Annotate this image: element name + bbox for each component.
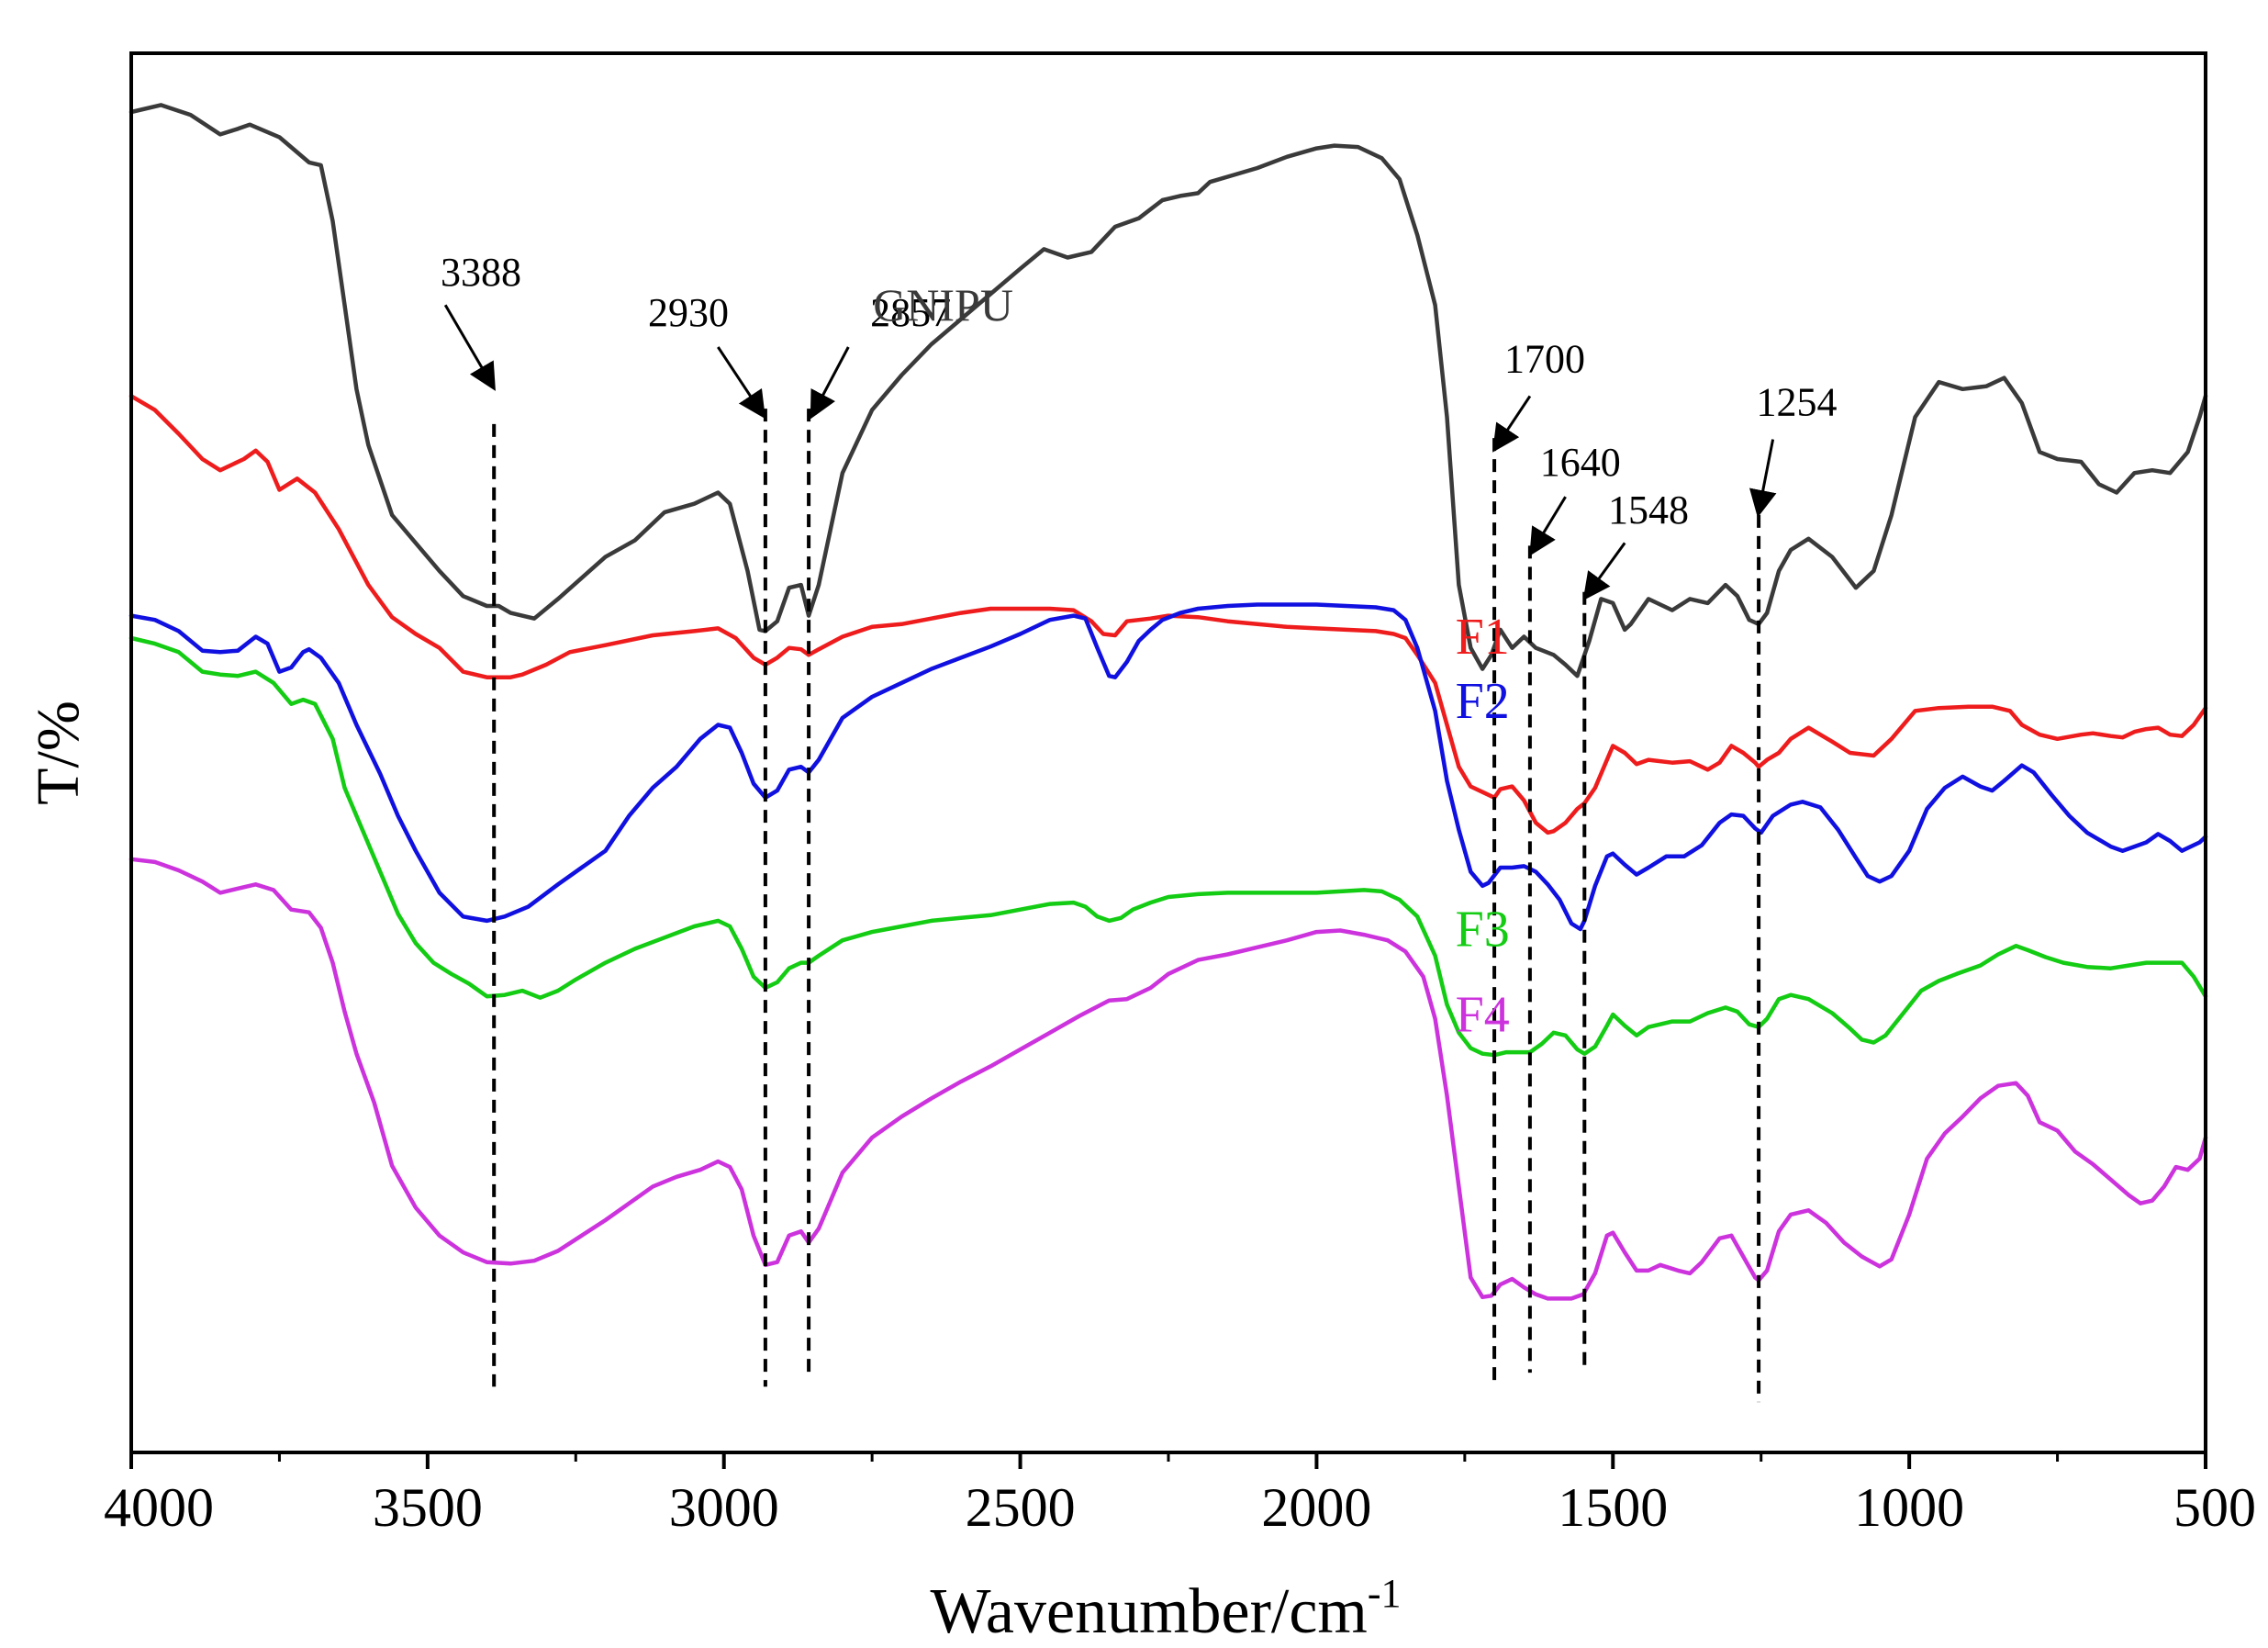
x-tick-label-2500: 2500: [966, 1477, 1076, 1538]
peak-label-2857: 2857: [870, 290, 951, 335]
peak-label-1700: 1700: [1504, 337, 1585, 382]
series-label-f2: F2: [1456, 673, 1510, 730]
series-label-f3: F3: [1456, 901, 1510, 958]
peak-arrow-1548: [1582, 542, 1626, 601]
y-axis-label: T/%: [25, 701, 92, 805]
series-line-f2: [128, 602, 2208, 932]
x-axis-label-text: Wavenumber/cm: [930, 1576, 1367, 1647]
series-line-f1: [128, 394, 2208, 835]
peak-label-2930: 2930: [648, 290, 729, 335]
x-axis-ticks: 4000 3500 3000 2500 2000 1500 1000 500: [104, 1452, 2256, 1538]
peak-label-1640: 1640: [1540, 440, 1621, 485]
x-tick-label-3500: 3500: [373, 1477, 483, 1538]
series-labels: GNIPU F1 F2 F3 F4: [873, 279, 1510, 1043]
peak-label-3388: 3388: [441, 250, 521, 295]
x-axis-label-superscript: -1: [1368, 1571, 1402, 1616]
peak-arrow-1700: [1492, 395, 1532, 453]
series-label-gnipu: GNIPU: [873, 279, 1013, 331]
peak-arrow-1254: [1748, 439, 1777, 518]
series-line-f4: [128, 857, 2208, 1301]
series-line-f3: [128, 635, 2208, 1058]
peak-label-1548: 1548: [1608, 488, 1689, 533]
peak-arrow-2857: [810, 346, 850, 420]
series-line-gnipu: [128, 103, 2208, 678]
peak-arrow-2930: [717, 346, 766, 420]
x-tick-label-1500: 1500: [1558, 1477, 1668, 1538]
x-tick-label-500: 500: [2173, 1477, 2256, 1538]
x-tick-label-1000: 1000: [1854, 1477, 1964, 1538]
series-label-f4: F4: [1456, 986, 1510, 1043]
x-tick-label-2000: 2000: [1261, 1477, 1371, 1538]
peak-label-1254: 1254: [1757, 380, 1838, 425]
peak-arrow-1640: [1529, 496, 1567, 556]
plot-lines: [128, 103, 2208, 1301]
x-axis-label: Wavenumber/cm-1: [930, 1571, 1401, 1647]
x-tick-label-4000: 4000: [104, 1477, 214, 1538]
series-label-f1: F1: [1456, 609, 1510, 666]
peak-arrow-3388: [443, 304, 496, 391]
x-tick-label-3000: 3000: [669, 1477, 779, 1538]
